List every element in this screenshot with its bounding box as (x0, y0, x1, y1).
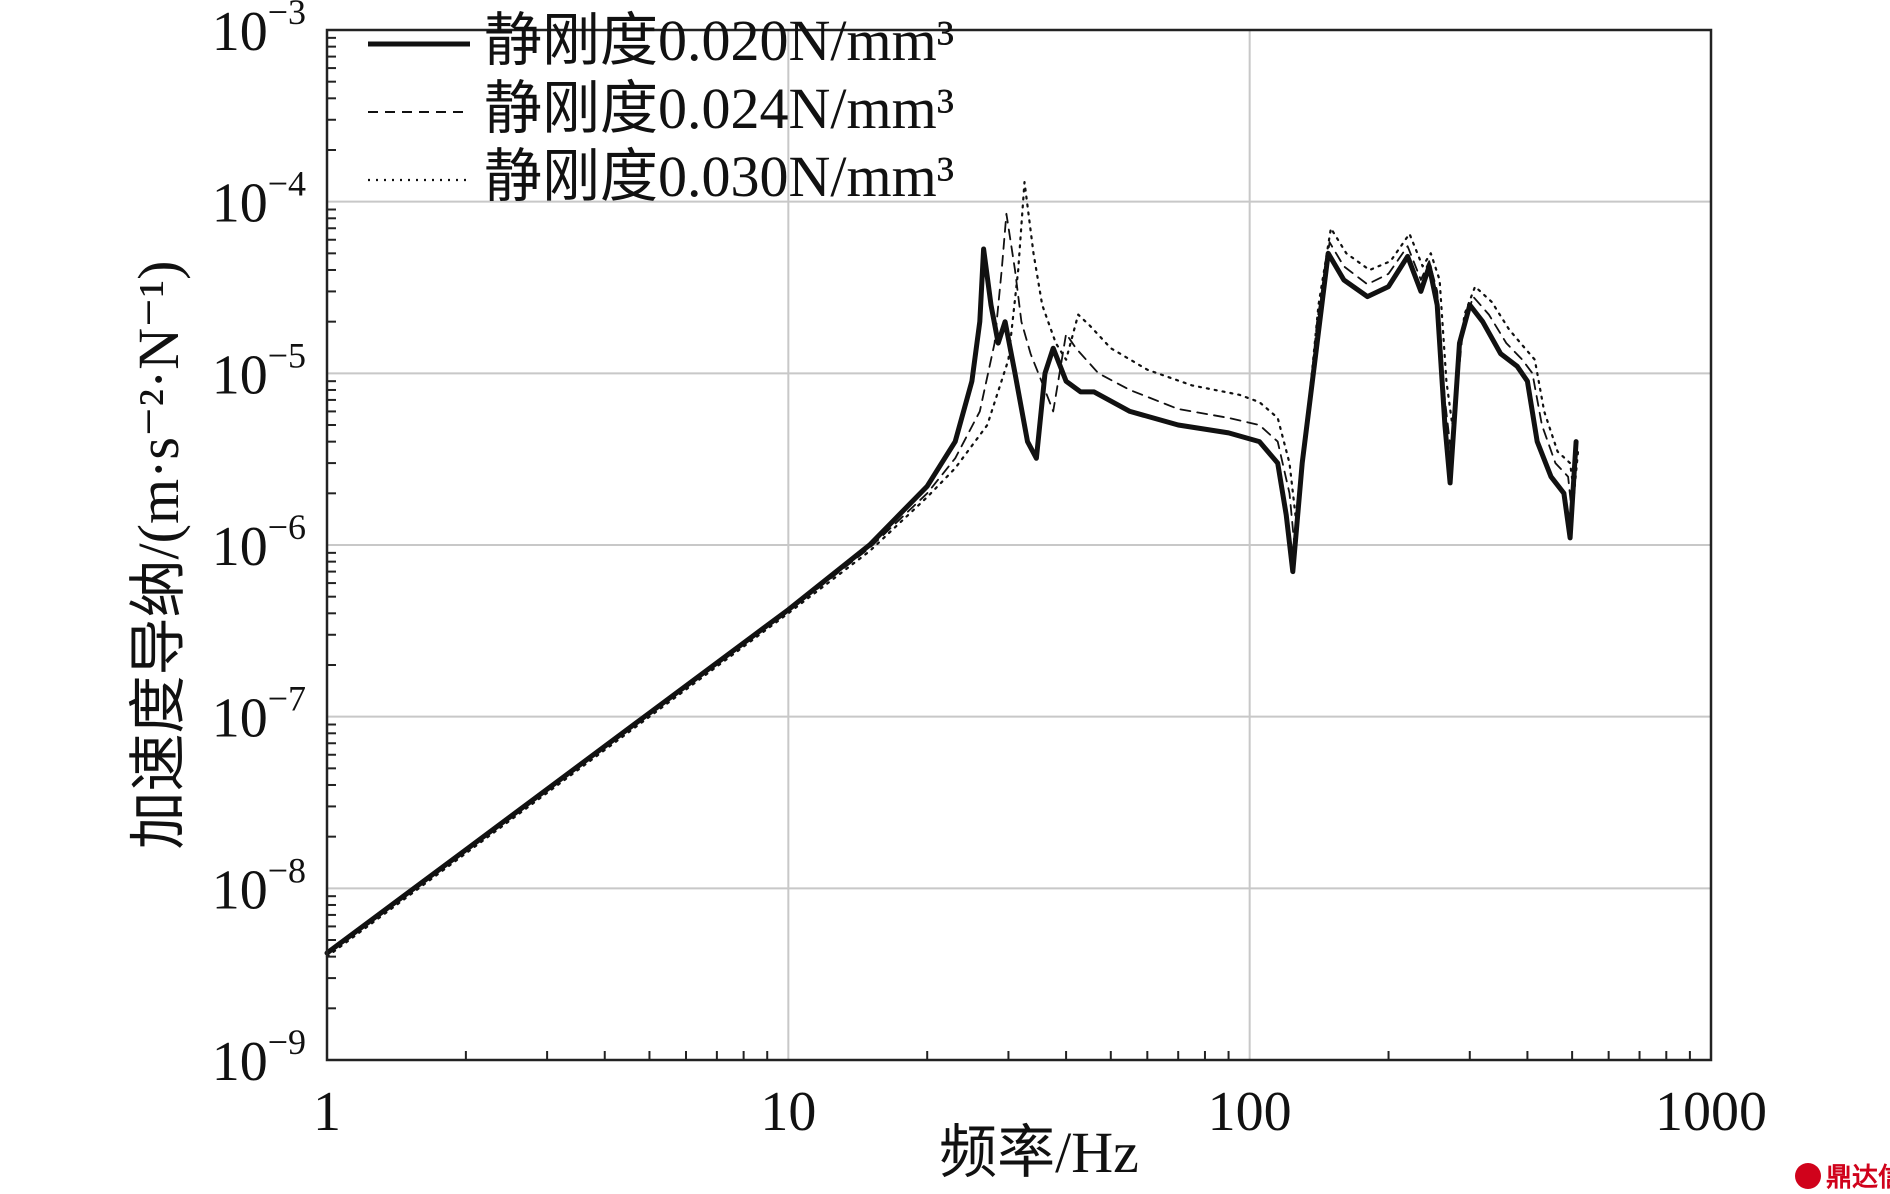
watermark-text: 鼎达信 (1826, 1163, 1890, 1193)
x-tick-label: 10 (760, 1081, 816, 1143)
series-lines (324, 181, 1580, 958)
x-tick-labels: 1 10 100 1000 (313, 1081, 1767, 1143)
watermark: 鼎达信 (1795, 1163, 1890, 1193)
x-tick-label: 100 (1208, 1081, 1292, 1143)
series-line-dashed (326, 212, 1577, 956)
legend: 静刚度0.020N/mm³ 静刚度0.024N/mm³ 静刚度0.030N/mm… (368, 8, 954, 209)
y-axis-title: 加速度导纳/(m·s⁻²·N⁻¹) (126, 261, 191, 850)
y-tick-label: 10−5 (212, 335, 306, 406)
x-axis-title: 频率/Hz (939, 1120, 1139, 1185)
series-line-dotted (325, 181, 1580, 958)
y-tick-label: 10−9 (212, 1022, 306, 1093)
y-tick-label: 10−4 (212, 164, 306, 235)
legend-label-series-1: 静刚度0.020N/mm³ (484, 8, 954, 73)
minor-ticks (327, 36, 1691, 1060)
x-tick-label: 1000 (1655, 1081, 1767, 1143)
plot-frame (325, 28, 1713, 1062)
y-tick-label: 10−8 (212, 850, 306, 921)
y-tick-label: 10−6 (212, 507, 306, 578)
y-tick-label: 10−7 (212, 679, 306, 750)
y-tick-labels: 10−9 10−8 10−7 10−6 10−5 10−4 10−3 (212, 0, 306, 1093)
series-line-solid (324, 246, 1579, 956)
legend-label-series-3: 静刚度0.030N/mm³ (484, 144, 954, 209)
legend-label-series-2: 静刚度0.024N/mm³ (484, 76, 954, 141)
ddx-logo-icon (1795, 1163, 1821, 1189)
y-tick-label: 10−3 (212, 0, 306, 63)
x-tick-label: 1 (313, 1081, 341, 1143)
grid-lines (327, 30, 1711, 1060)
